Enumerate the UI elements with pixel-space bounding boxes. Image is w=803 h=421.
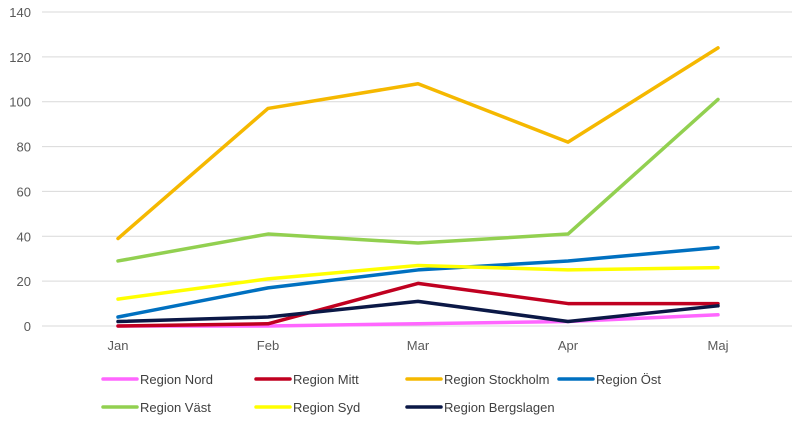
legend-item: Region Öst	[557, 372, 661, 387]
y-tick-label: 60	[17, 184, 31, 199]
y-tick-label: 120	[9, 50, 31, 65]
series-line-1	[116, 281, 720, 328]
legend-item: Region Bergslagen	[405, 400, 555, 415]
legend-item: Region Stockholm	[405, 372, 550, 387]
y-tick-label: 0	[24, 319, 31, 334]
legend-label: Region Syd	[293, 400, 360, 415]
series-line-3	[116, 245, 720, 319]
y-tick-label: 20	[17, 274, 31, 289]
x-tick-label: Maj	[708, 338, 729, 353]
legend: Region Nord Region Mitt Region Stockholm Re…	[101, 372, 661, 415]
x-tick-label: Jan	[108, 338, 129, 353]
legend-label: Region Stockholm	[444, 372, 550, 387]
y-tick-label: 40	[17, 229, 31, 244]
series-lines	[116, 46, 720, 328]
y-tick-label: 100	[9, 95, 31, 110]
series-line-4	[116, 97, 720, 263]
x-tick-label: Feb	[257, 338, 279, 353]
x-tick-label: Apr	[558, 338, 579, 353]
legend-item: Region Väst	[101, 400, 211, 415]
legend-item: Region Syd	[254, 400, 360, 415]
gridlines	[42, 11, 792, 327]
legend-item: Region Nord	[101, 372, 213, 387]
legend-label: Region Öst	[596, 372, 661, 387]
x-tick-label: Mar	[407, 338, 430, 353]
x-axis-ticks: Jan Feb Mar Apr Maj	[108, 338, 729, 353]
legend-label: Region Nord	[140, 372, 213, 387]
series-line-5	[116, 263, 720, 301]
legend-label: Region Väst	[140, 400, 211, 415]
y-tick-label: 140	[9, 5, 31, 20]
legend-label: Region Mitt	[293, 372, 359, 387]
legend-label: Region Bergslagen	[444, 400, 555, 415]
series-line-6	[116, 299, 720, 324]
legend-item: Region Mitt	[254, 372, 359, 387]
y-axis-ticks: 0 20 40 60 80 100 120 140	[9, 5, 31, 334]
series-line-2	[116, 46, 720, 241]
y-tick-label: 80	[17, 140, 31, 155]
